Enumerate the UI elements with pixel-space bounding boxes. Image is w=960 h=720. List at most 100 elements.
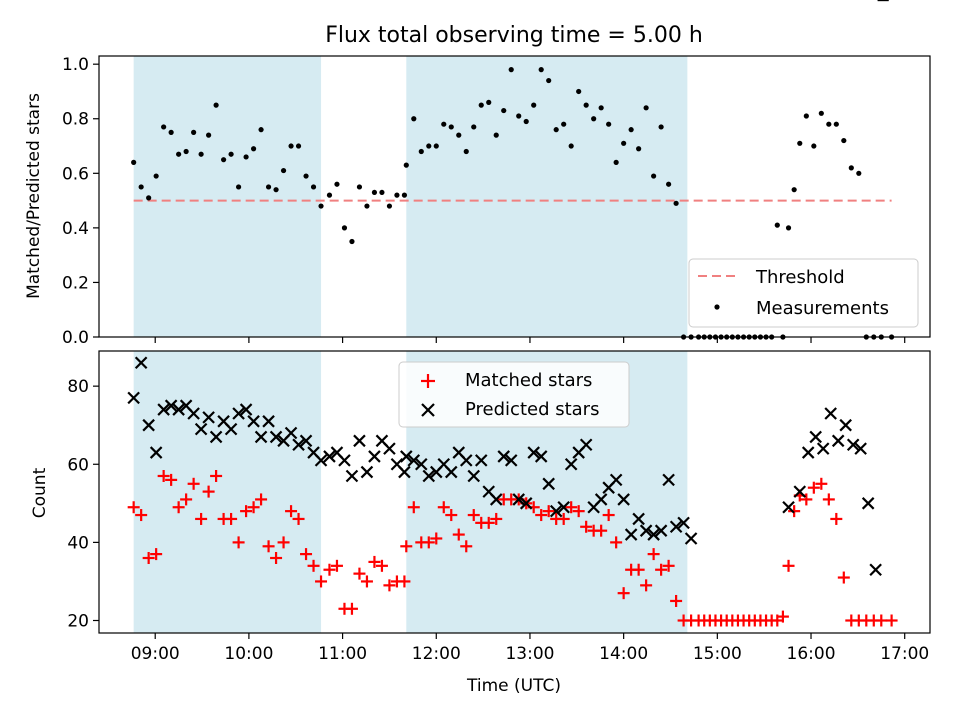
ratio-panel: Flux total observing time = 5.00 h 0.00.… — [24, 23, 931, 348]
matched-star-point — [467, 509, 480, 522]
predicted-star-point — [632, 512, 645, 526]
measurement-point — [295, 143, 302, 149]
matched-star-point — [662, 559, 675, 572]
y-tick-label: 40 — [67, 533, 89, 553]
measurement-point — [235, 184, 242, 190]
measurement-point — [356, 184, 363, 190]
matched-star-point — [353, 567, 366, 580]
measurement-point — [265, 184, 272, 190]
predicted-star-point — [353, 434, 366, 448]
matched-star-point — [460, 540, 473, 553]
matched-star-point — [210, 469, 223, 482]
measurement-point — [651, 173, 657, 179]
matched-star-point — [430, 532, 443, 545]
shaded-interval — [133, 351, 322, 633]
measurement-point — [310, 184, 317, 190]
matched-star-point — [368, 555, 381, 568]
predicted-star-point — [459, 454, 473, 467]
matched-star-point — [610, 536, 623, 549]
matched-star-point — [557, 512, 570, 525]
measurement-point — [546, 77, 552, 84]
measurement-point — [538, 67, 544, 73]
x-tick-label: 17:00 — [880, 644, 929, 664]
predicted-star-point — [809, 430, 822, 444]
matched-star-point — [262, 540, 275, 553]
predicted-star-point — [202, 411, 215, 424]
measurement-point — [280, 167, 287, 174]
predicted-star-point — [489, 493, 503, 506]
x-axis-ticks: 09:00 10:00 11:00 12:00 13:00 14:00 15:00 16:00… — [131, 633, 929, 664]
matched-star-point — [255, 493, 268, 506]
y-axis-label: Matched/Predicted stars — [24, 93, 44, 299]
predicted-star-point — [368, 450, 381, 463]
measurement-point — [658, 124, 664, 130]
predicted-star-point — [224, 422, 238, 436]
y-tick-label: 60 — [67, 455, 89, 475]
predicted-star-point — [816, 442, 830, 455]
measurement-point — [341, 225, 348, 231]
matched-star-point — [632, 563, 645, 576]
predicted-star-point — [254, 430, 268, 444]
measurement-point — [273, 187, 279, 193]
y-tick-label: 80 — [67, 377, 89, 397]
measurement-point — [168, 129, 174, 135]
predicted-star-point — [142, 418, 155, 432]
predicted-star-point — [527, 446, 540, 459]
measurement-point — [191, 129, 197, 135]
legend-matched-swatch — [421, 374, 435, 388]
predicted-star-point — [869, 563, 882, 577]
predicted-star-point — [239, 403, 253, 416]
predicted-star-point — [519, 497, 533, 510]
measurement-point — [591, 116, 597, 122]
measurement-point — [433, 143, 439, 149]
predicted-star-point — [383, 442, 396, 455]
predicted-star-point — [345, 469, 359, 483]
predicted-star-point — [338, 454, 351, 467]
predicted-star-point — [444, 465, 458, 479]
measurement-point — [531, 102, 537, 108]
chart-title: Flux total observing time = 5.00 h — [325, 23, 703, 48]
measurement-point — [621, 140, 627, 146]
y-axis-ticks: 0.0 0.2 0.4 0.6 0.8 1.0 — [62, 55, 99, 348]
x-tick-label: 16:00 — [787, 644, 836, 664]
measurement-point — [553, 127, 559, 133]
measurement-point — [613, 159, 619, 165]
predicted-star-point — [639, 524, 653, 537]
matched-star-point — [565, 501, 578, 514]
predicted-star-point — [594, 493, 608, 506]
shaded-interval — [406, 56, 688, 337]
matched-star-point — [542, 505, 555, 518]
matched-star-point — [782, 559, 795, 572]
matched-star-point — [165, 473, 178, 486]
matched-star-point — [360, 575, 373, 588]
x-tick-label: 15:00 — [693, 644, 742, 664]
measurement-point — [303, 173, 309, 179]
measurement-point — [561, 121, 567, 127]
predicted-star-point — [407, 454, 421, 467]
measurement-point — [797, 140, 803, 146]
measurement-point — [221, 157, 227, 163]
predicted-star-point — [134, 356, 148, 369]
measurement-point — [426, 143, 432, 149]
measurement-point — [856, 170, 862, 176]
matched-star-point — [383, 579, 396, 592]
y-tick-label: 0.2 — [62, 273, 89, 293]
matched-star-point — [535, 509, 548, 522]
predicted-star-point — [262, 415, 275, 428]
matched-star-point — [300, 548, 313, 561]
measurement-point — [803, 113, 809, 119]
matched-star-point — [815, 477, 828, 490]
matched-star-point — [445, 509, 458, 522]
measurement-point — [583, 102, 589, 108]
matched-star-point — [375, 559, 388, 572]
measurement-point — [318, 203, 324, 209]
predicted-star-point — [647, 528, 660, 541]
legend-measurement-label: Measurements — [756, 298, 889, 319]
measurement-point — [418, 148, 424, 155]
measurement-point — [486, 99, 492, 105]
legend-predicted-swatch — [421, 403, 435, 417]
predicted-star-point — [194, 422, 208, 436]
predicted-star-point — [360, 465, 374, 479]
x-tick-label: 09:00 — [131, 644, 180, 664]
matched-star-point — [285, 505, 298, 518]
